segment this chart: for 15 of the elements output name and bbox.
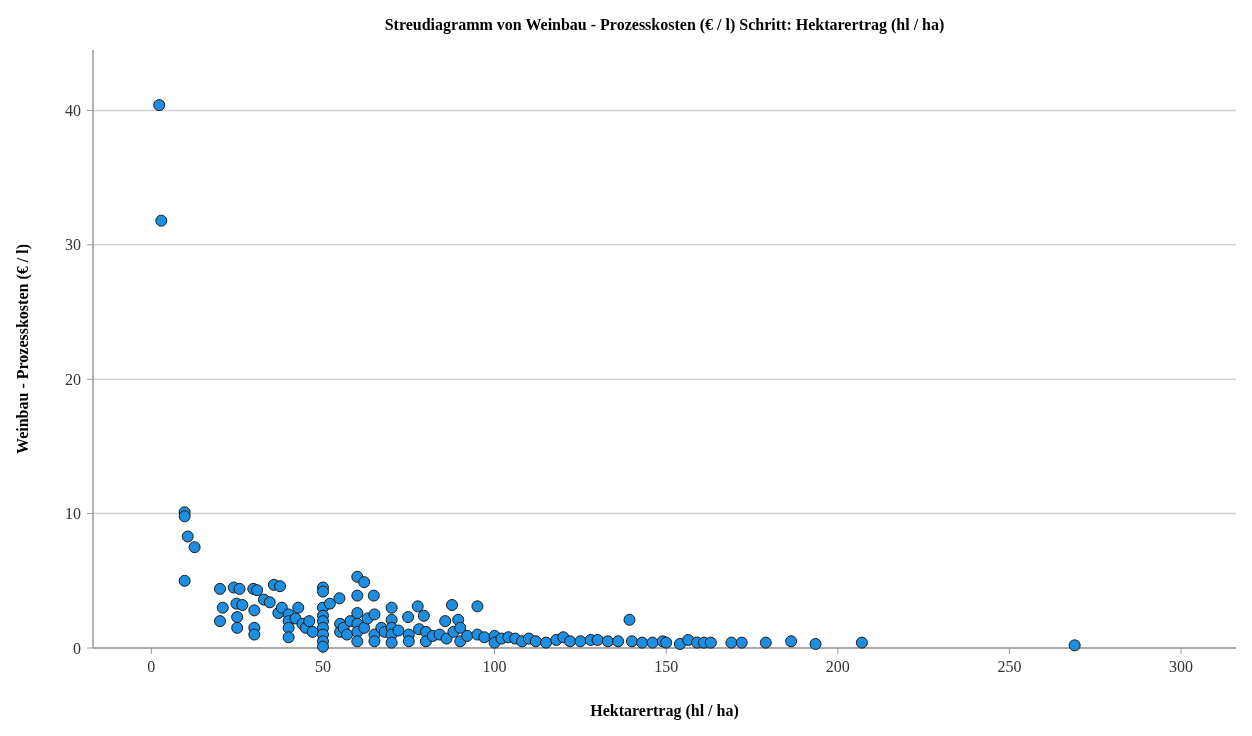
chart-title: Streudiagramm von Weinbau - Prozesskosten (€ / l) Schritt: Hektarertrag (hl / ha) (384, 16, 945, 34)
x-tick-label: 150 (654, 658, 679, 675)
y-tick-label: 0 (73, 639, 81, 657)
y-axis-title: Weinbau - Prozesskosten (€ / l) (14, 244, 32, 454)
x-tick-label: 50 (314, 658, 331, 675)
y-tick-label: 10 (65, 505, 81, 523)
y-tick-label: 20 (65, 370, 81, 388)
x-tick-label: 300 (1169, 658, 1194, 675)
x-tick-label: 250 (997, 658, 1022, 675)
x-tick-label: 0 (147, 658, 156, 675)
x-tick-label: 100 (482, 658, 507, 675)
x-tick-label: 200 (825, 658, 850, 675)
y-tick-label: 30 (65, 236, 81, 254)
x-axis-title: Hektarertrag (hl / ha) (590, 702, 739, 720)
y-tick-label: 40 (65, 102, 81, 120)
